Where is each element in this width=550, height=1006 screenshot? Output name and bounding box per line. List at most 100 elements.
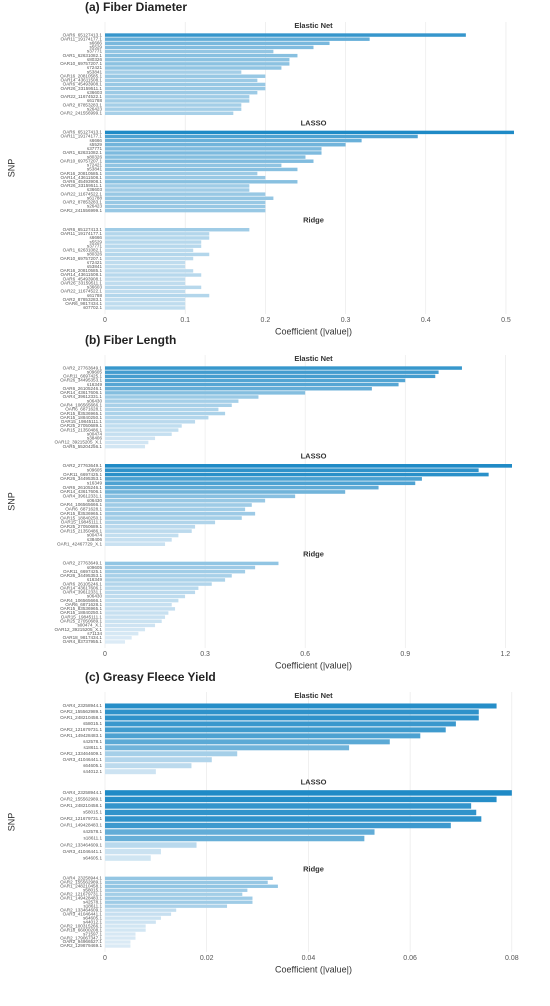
bar <box>105 163 282 168</box>
y-tick-label: s06430 <box>87 594 103 599</box>
y-tick-label: s72421 <box>87 260 103 265</box>
y-axis-label: SNP <box>6 492 16 511</box>
y-tick-label: s58015.1 <box>83 887 102 892</box>
y-tick-label: OAR2_129879469.1 <box>60 943 102 948</box>
y-tick-label: OAR22_11674522.1 <box>60 191 102 196</box>
y-tick-label: OAR4_39612331.1 <box>63 394 103 399</box>
y-tick-label: OAR4_23258944.1 <box>63 790 103 795</box>
x-tick-label: 0.6 <box>300 651 310 658</box>
bar <box>105 232 210 236</box>
x-tick-label: 0.3 <box>341 317 351 324</box>
y-tick-label: OAR11_19174177.1 <box>60 134 102 139</box>
bar <box>105 99 250 103</box>
bar <box>105 395 259 399</box>
y-tick-label: OAR2_27763649.1 <box>63 463 103 468</box>
bar <box>105 709 479 715</box>
bar <box>105 420 196 424</box>
bar <box>105 37 370 41</box>
y-tick-label: s80326 <box>87 154 103 159</box>
bar <box>105 33 466 37</box>
bar <box>105 403 232 408</box>
y-tick-label: OAR1_62631082.1 <box>63 248 103 253</box>
y-tick-label: s6666 <box>89 235 102 240</box>
y-tick-label: OAR12_39215205_X.1 <box>54 627 102 632</box>
bar <box>105 265 186 269</box>
bar <box>105 151 322 155</box>
bar <box>105 569 246 574</box>
y-tick-label: OAR2_155562989.1 <box>60 709 102 714</box>
y-tick-label: OAR2_121679731.1 <box>60 816 102 821</box>
bar <box>105 511 256 516</box>
x-tick-label: 1.2 <box>500 651 510 658</box>
y-tick-label: s16349 <box>87 480 103 485</box>
bar <box>105 90 258 95</box>
y-tick-label: s09605 <box>87 369 103 374</box>
y-tick-label: OAR15_18840250.1 <box>60 415 102 420</box>
bar <box>105 490 346 494</box>
y-tick-label: OAR26_33159511.1 <box>60 280 102 285</box>
bar <box>105 594 186 599</box>
x-tick-label: 0.9 <box>400 651 410 658</box>
y-tick-label: OAR1_149428483.1 <box>60 823 102 828</box>
bar <box>105 260 186 265</box>
bar <box>105 180 298 184</box>
y-tick-label: s37771 <box>87 146 103 151</box>
bar <box>105 880 268 884</box>
y-tick-label: OAR3_41046441.1 <box>63 911 103 916</box>
bar <box>105 884 278 888</box>
bar <box>105 147 322 151</box>
y-tick-label: OAR26_34495353.1 <box>60 476 102 481</box>
bar <box>105 53 298 58</box>
y-tick-label: s64605.1 <box>83 915 102 920</box>
bar <box>105 107 242 111</box>
facet-title: Ridge <box>303 864 324 873</box>
bar <box>105 41 330 46</box>
bar <box>105 184 250 188</box>
y-tick-label: OAR2_133464609.1 <box>60 842 102 847</box>
bar <box>105 822 451 829</box>
bar <box>105 424 182 428</box>
bar <box>105 494 296 499</box>
bar <box>105 936 136 940</box>
y-tick-label: OAR2_87853283.1 <box>63 297 103 302</box>
y-tick-label: s00474 <box>87 431 103 436</box>
bar <box>105 855 151 861</box>
bar <box>105 428 179 432</box>
y-tick-label: OAR12_39215205_X.1 <box>54 440 102 445</box>
bar <box>105 835 365 842</box>
bar <box>105 167 298 172</box>
y-tick-label: OAR18_66000208.1 <box>60 927 102 932</box>
y-tick-label: OAR15_21350486.1 <box>60 427 102 432</box>
bar <box>105 803 472 809</box>
y-tick-label: s42578.1 <box>83 739 102 744</box>
y-tick-label: s09605 <box>87 467 103 472</box>
bar <box>105 62 290 66</box>
bar <box>105 715 479 721</box>
y-tick-label: OAR14_43611508.1 <box>60 78 102 83</box>
x-axis-label: Coefficient (|value|) <box>275 964 352 974</box>
y-tick-label: OAR2_87853283.1 <box>63 200 103 205</box>
y-tick-label: OAR6_6871628.1 <box>65 507 102 512</box>
bar <box>105 578 226 582</box>
bar <box>105 924 146 928</box>
y-tick-label: s18611.1 <box>83 745 102 750</box>
bar <box>105 188 250 192</box>
y-tick-label: OAR2_121679731.1 <box>60 727 102 732</box>
bar <box>105 727 446 733</box>
bar <box>105 130 514 135</box>
bar <box>105 175 266 180</box>
y-tick-label: OAR15_18840250.1 <box>60 515 102 520</box>
y-tick-label: s18611.1 <box>83 836 102 841</box>
bar <box>105 809 477 816</box>
bar <box>105 602 172 607</box>
y-tick-label: s36603 <box>87 90 103 95</box>
bar <box>105 928 146 932</box>
y-tick-label: OAR2_133464609.1 <box>60 907 102 912</box>
x-tick-label: 0.2 <box>261 317 271 324</box>
bar <box>105 281 186 285</box>
y-tick-label: OAR6_6871628.1 <box>65 602 102 607</box>
bar <box>105 542 166 546</box>
y-tick-label: OAR15_83536965.1 <box>60 411 102 416</box>
y-tick-label: OAR6_65127413.1 <box>63 130 103 135</box>
bar <box>105 297 186 302</box>
